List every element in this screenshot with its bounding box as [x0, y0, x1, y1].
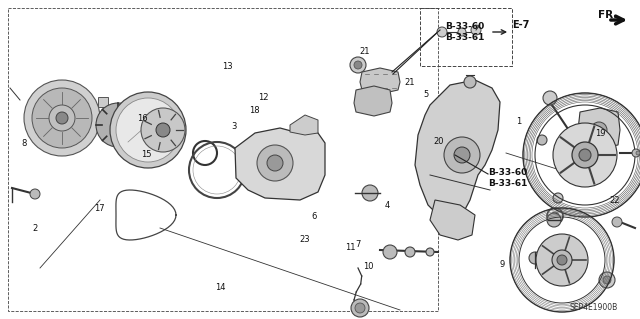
- Circle shape: [141, 108, 185, 152]
- Polygon shape: [354, 86, 392, 116]
- Circle shape: [632, 149, 640, 157]
- Text: 5: 5: [423, 90, 428, 99]
- Text: 16: 16: [137, 114, 147, 122]
- Circle shape: [552, 250, 572, 270]
- Text: B-33-60
B-33-61: B-33-60 B-33-61: [445, 22, 484, 42]
- Circle shape: [529, 252, 541, 264]
- Text: 22: 22: [609, 197, 620, 205]
- Circle shape: [599, 272, 615, 288]
- Circle shape: [603, 276, 611, 284]
- Text: 3: 3: [231, 122, 236, 130]
- Circle shape: [636, 151, 640, 155]
- Circle shape: [553, 123, 617, 187]
- Circle shape: [30, 189, 40, 199]
- Circle shape: [537, 135, 547, 145]
- Circle shape: [267, 155, 283, 171]
- Circle shape: [49, 105, 75, 131]
- Polygon shape: [415, 80, 500, 220]
- Text: 17: 17: [94, 204, 104, 213]
- Circle shape: [56, 112, 68, 124]
- Circle shape: [444, 137, 480, 173]
- Polygon shape: [235, 128, 325, 200]
- Circle shape: [437, 27, 447, 37]
- Polygon shape: [430, 200, 475, 240]
- Circle shape: [579, 149, 591, 161]
- Bar: [420, 8, 512, 66]
- Circle shape: [557, 255, 567, 265]
- Circle shape: [362, 185, 378, 201]
- Text: 12: 12: [259, 93, 269, 102]
- Text: 2: 2: [33, 224, 38, 233]
- Circle shape: [464, 76, 476, 88]
- Circle shape: [547, 213, 561, 227]
- Circle shape: [426, 248, 434, 256]
- Text: 6: 6: [311, 212, 316, 221]
- Circle shape: [565, 131, 579, 145]
- Text: 21: 21: [360, 47, 370, 56]
- Text: 21: 21: [404, 78, 415, 87]
- Polygon shape: [290, 115, 318, 135]
- Polygon shape: [360, 68, 400, 94]
- Circle shape: [110, 92, 186, 168]
- Text: 23: 23: [300, 235, 310, 244]
- Text: 18: 18: [250, 106, 260, 115]
- Text: 8: 8: [22, 139, 27, 148]
- Circle shape: [96, 103, 140, 147]
- Text: 9: 9: [500, 260, 505, 269]
- Circle shape: [458, 28, 466, 36]
- Text: E-7: E-7: [512, 20, 529, 30]
- Circle shape: [551, 212, 559, 220]
- Text: 13: 13: [222, 63, 232, 71]
- Circle shape: [24, 80, 100, 156]
- Polygon shape: [578, 108, 620, 148]
- Circle shape: [471, 25, 481, 35]
- Bar: [8, 8, 438, 311]
- Text: 15: 15: [141, 150, 151, 159]
- Circle shape: [111, 118, 125, 132]
- Text: SEP4E1900B: SEP4E1900B: [570, 303, 618, 313]
- Circle shape: [536, 234, 588, 286]
- Circle shape: [32, 88, 92, 148]
- Text: 20: 20: [434, 137, 444, 146]
- Text: 10: 10: [363, 262, 373, 271]
- Text: 7: 7: [356, 240, 361, 249]
- Circle shape: [572, 142, 598, 168]
- Circle shape: [350, 57, 366, 73]
- Circle shape: [405, 247, 415, 257]
- Circle shape: [156, 123, 170, 137]
- Text: 4: 4: [385, 201, 390, 210]
- Circle shape: [454, 147, 470, 163]
- Circle shape: [351, 299, 369, 317]
- Circle shape: [591, 122, 607, 138]
- Text: 14: 14: [216, 283, 226, 292]
- Text: B-33-60
B-33-61: B-33-60 B-33-61: [488, 168, 527, 188]
- Text: 1: 1: [516, 117, 521, 126]
- Circle shape: [543, 91, 557, 105]
- Circle shape: [116, 98, 180, 162]
- Circle shape: [383, 245, 397, 259]
- Circle shape: [612, 217, 622, 227]
- Circle shape: [257, 145, 293, 181]
- Text: FR.: FR.: [598, 10, 618, 20]
- Polygon shape: [98, 97, 108, 107]
- Circle shape: [354, 61, 362, 69]
- Circle shape: [355, 303, 365, 313]
- Circle shape: [553, 193, 563, 203]
- Text: 19: 19: [595, 130, 605, 138]
- Text: 11: 11: [346, 243, 356, 252]
